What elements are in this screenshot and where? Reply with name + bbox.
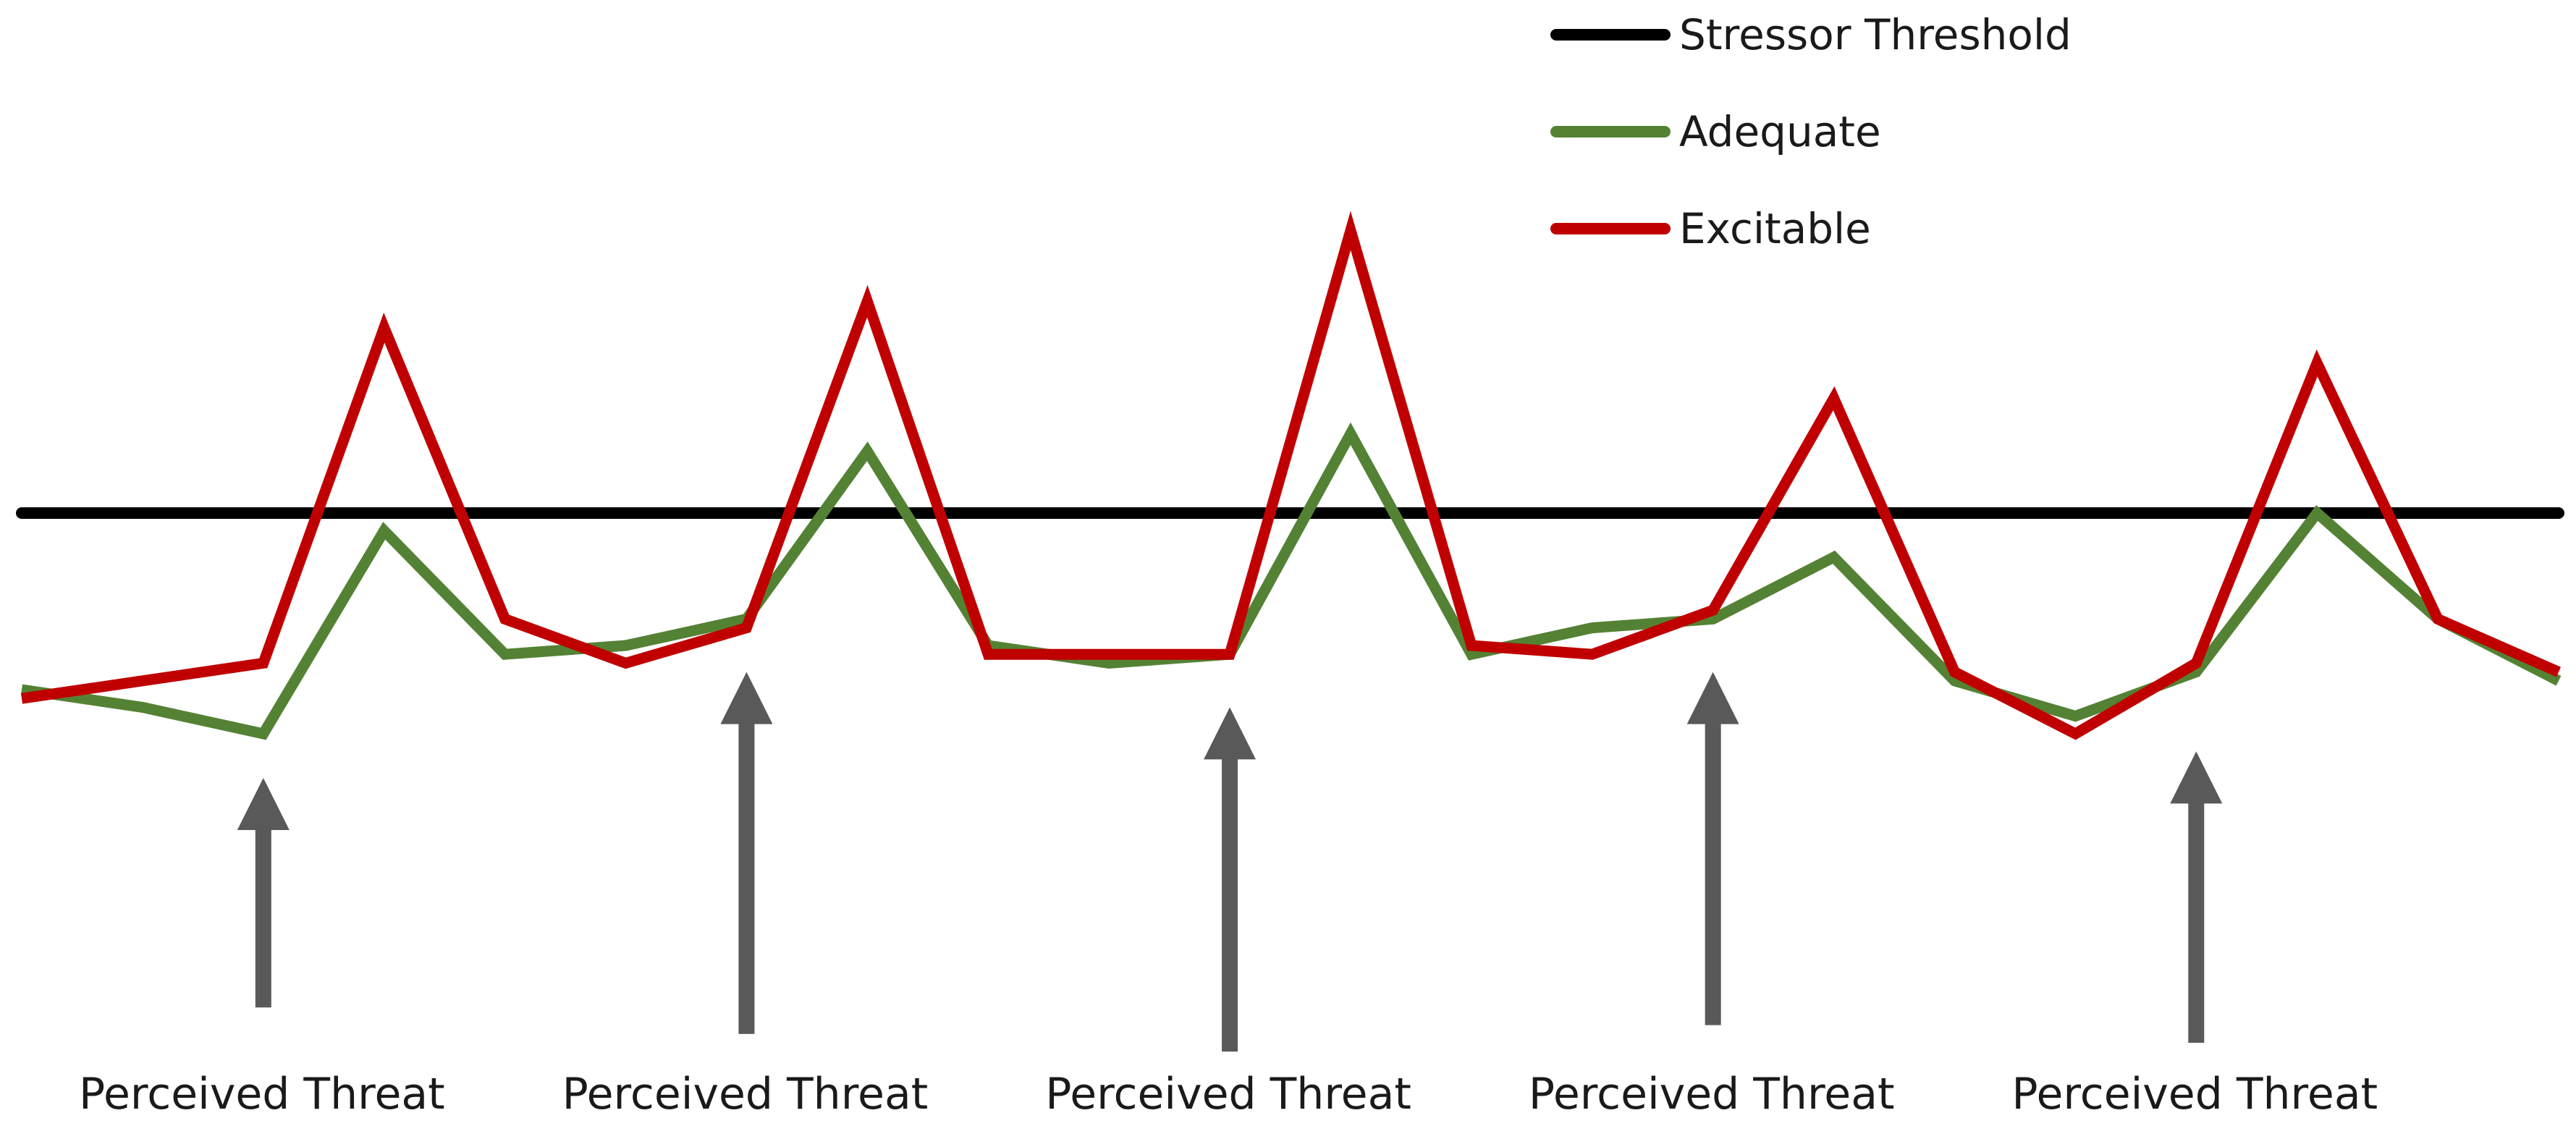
perceived-threat-label-5: Perceived Threat: [2011, 1069, 2378, 1119]
perceived-threat-arrows: [237, 672, 2223, 1052]
perceived-threat-arrow-shaft-1: [255, 829, 271, 1008]
annotation-labels: Perceived Threat Perceived Threat Perceive…: [79, 1069, 2378, 1119]
perceived-threat-arrow-shaft-3: [1222, 758, 1238, 1052]
perceived-threat-label-4: Perceived Threat: [1529, 1069, 1895, 1119]
perceived-threat-arrow-head-5: [2170, 751, 2223, 804]
perceived-threat-arrow-head-2: [720, 672, 773, 724]
perceived-threat-arrow-shaft-5: [2188, 802, 2205, 1043]
perceived-threat-arrow-shaft-2: [738, 722, 755, 1034]
legend-label-stressor-threshold: Stressor Threshold: [1679, 10, 2072, 59]
perceived-threat-arrow-shaft-4: [1705, 722, 1721, 1025]
perceived-threat-arrow-head-1: [237, 778, 290, 830]
perceived-threat-arrow-head-4: [1686, 672, 1739, 724]
series-layer: [20, 211, 2562, 740]
legend-label-excitable: Excitable: [1679, 204, 1871, 253]
perceived-threat-label-3: Perceived Threat: [1045, 1069, 1411, 1119]
series-line-excitable: [20, 211, 2562, 740]
legend-label-adequate: Adequate: [1679, 107, 1881, 156]
legend: Stressor Threshold Adequate Excitable: [1550, 10, 2072, 253]
perceived-threat-label-1: Perceived Threat: [79, 1069, 445, 1119]
series-line-adequate: [20, 422, 2562, 740]
perceived-threat-label-2: Perceived Threat: [562, 1069, 929, 1119]
perceived-threat-arrow-head-3: [1204, 707, 1257, 760]
